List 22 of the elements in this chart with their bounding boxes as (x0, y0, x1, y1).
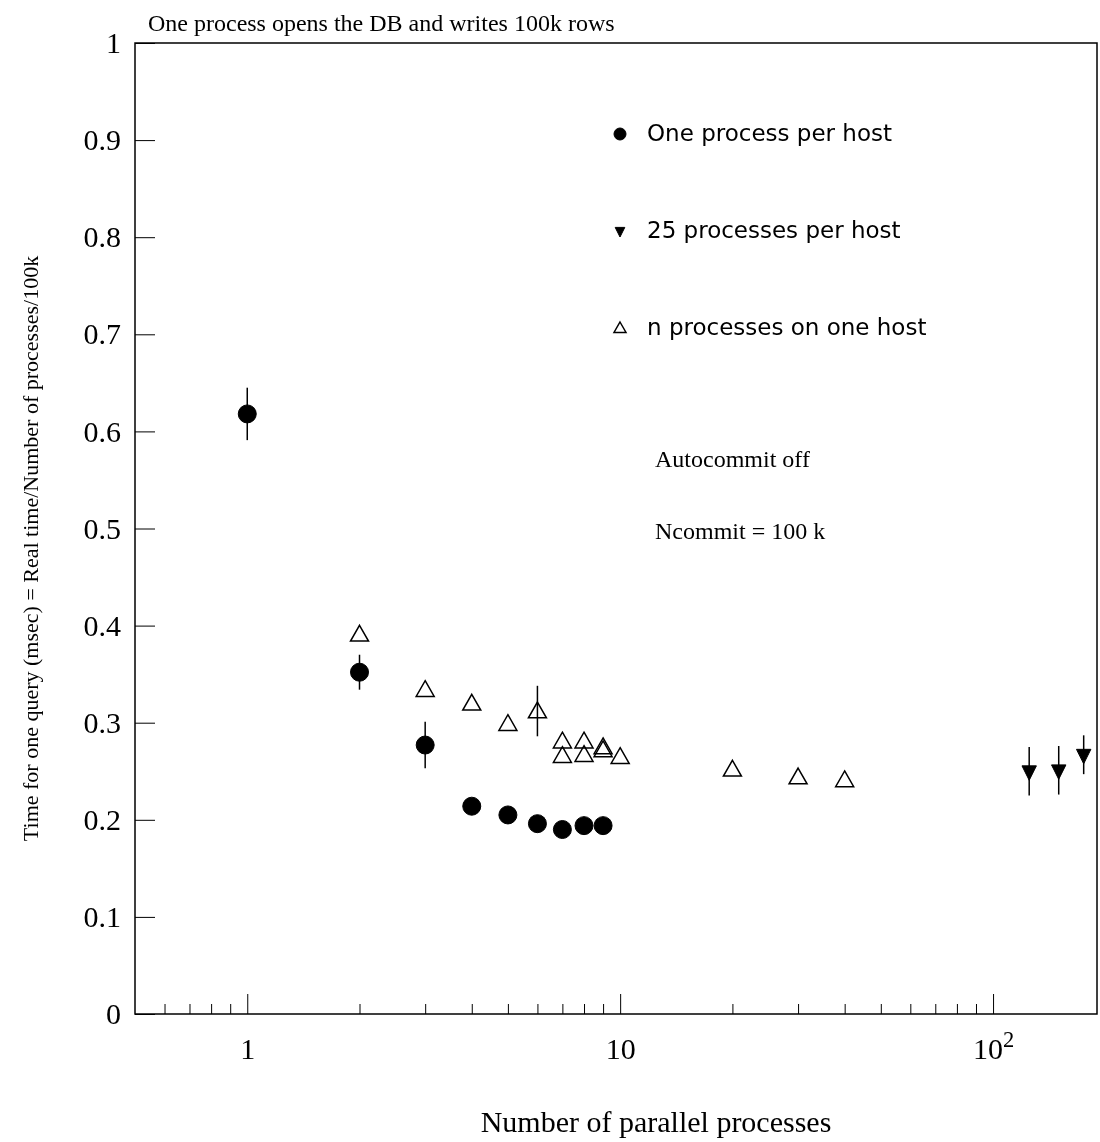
x-tick-label: 10 (605, 1032, 636, 1066)
x-axis-title: Number of parallel processes (480, 1105, 832, 1138)
y-tick-label: 0.8 (83, 220, 121, 254)
annotation: Ncommit = 100 k (655, 518, 826, 544)
legend-label: n processes on one host (647, 314, 927, 340)
y-tick-label: 0 (106, 997, 121, 1031)
y-tick-label: 0.3 (83, 705, 121, 739)
chart-title: One process opens the DB and writes 100k rows (148, 10, 615, 36)
y-axis-title: Time for one query (msec) = Real time/Number of processes/100k (18, 255, 43, 842)
y-tick-label: 0.4 (83, 608, 121, 642)
y-tick-label: 0.6 (83, 414, 121, 448)
x-tick-label: 10$^{2}$ (972, 1026, 1015, 1066)
y-tick-label: 0.5 (83, 511, 121, 545)
y-tick-label: 0.9 (83, 123, 121, 157)
x-tick-label: 1 (240, 1032, 256, 1066)
legend-label: One process per host (647, 120, 893, 146)
y-tick-label: 0.7 (83, 317, 121, 351)
legend-label: 25 processes per host (647, 217, 901, 243)
y-tick-label: 0.1 (83, 900, 121, 933)
y-tick-label: 1 (106, 26, 121, 60)
y-tick-label: 0.2 (83, 802, 121, 836)
annotation: Autocommit off (655, 446, 810, 472)
